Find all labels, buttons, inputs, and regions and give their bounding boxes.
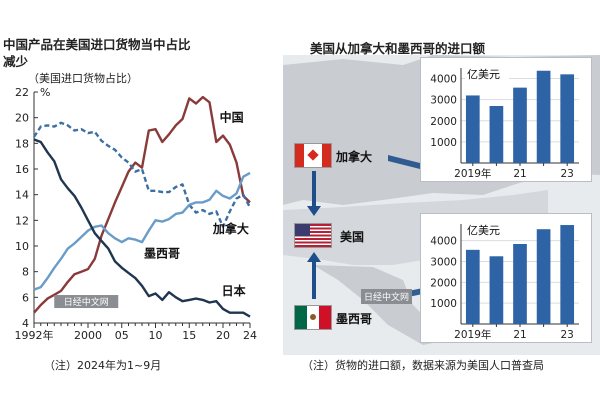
left-chart-subtitle: （美国进口货物占比）	[28, 72, 138, 85]
mexico-x-tick-label: 21	[513, 329, 526, 341]
left-chart-title-line1: 中国产品在美国进口货物当中占比	[3, 37, 191, 52]
mexico-y-tick-label: 4000	[430, 236, 457, 248]
canada-bar	[513, 87, 527, 163]
mexico-bar	[489, 256, 504, 324]
mexico-bar-chart-box: 1000 2000 3000 4000 2019年 21 23 亿美元	[420, 213, 592, 343]
series-label-japan: 日本	[222, 283, 246, 298]
canada-unit-label-bg	[465, 66, 509, 82]
canada-y-tick-label: 1000	[430, 137, 457, 149]
mexico-label: 墨西哥	[336, 312, 373, 326]
x-tick-label: 05	[115, 329, 129, 342]
right-chart-note: （注）货物的进口额，数据来源为美国人口普查局	[302, 359, 544, 372]
series-line-canada	[32, 121, 252, 228]
y-tick-label: 4	[22, 317, 29, 330]
mexico-y-tick-label: 1000	[430, 298, 457, 310]
x-tick-label: 15	[182, 329, 196, 342]
canada-bar-chart-box: 1000 2000 3000 4000 2019年 21 23 亿美元	[420, 57, 592, 182]
usa-flag	[294, 223, 332, 248]
mexico-bar	[536, 229, 551, 324]
mexico-bar	[560, 225, 575, 324]
y-tick-label: 6	[22, 291, 29, 304]
mexico-x-tick-label: 2019年	[454, 328, 491, 341]
y-tick-label: 10	[15, 240, 29, 253]
series-label-china: 中国	[220, 110, 244, 125]
y-tick-label: 16	[15, 163, 29, 176]
left-panel: 中国产品在美国进口货物当中占比 减少 （美国进口货物占比） 4 6 8 10 12 14 1…	[0, 0, 278, 400]
canada-x-tick-label: 21	[513, 168, 526, 180]
canada-bar	[465, 95, 480, 163]
left-chart-note: （注）2024年为1~9月	[44, 359, 162, 372]
right-chart-title: 美国从加拿大和墨西哥的进口额	[310, 41, 486, 56]
y-axis-unit-label: %	[40, 86, 50, 99]
series-line-china	[33, 95, 251, 314]
series-line-japan	[33, 138, 251, 318]
arrow-up-icon	[307, 252, 321, 262]
y-tick-label: 12	[15, 214, 29, 227]
right-panel: 美国从加拿大和墨西哥的进口额 加拿大 美国 墨西哥 日经中文网 1000 2000…	[283, 0, 600, 400]
watermark-background	[54, 295, 119, 309]
canada-unit-label: 亿美元	[467, 68, 500, 81]
series-label-canada: 加拿大	[212, 221, 249, 236]
series-label-mexico: 墨西哥	[144, 247, 180, 261]
canada-x-tick-label: 23	[561, 168, 574, 180]
canada-bar	[536, 70, 551, 163]
canada-label: 加拿大	[336, 150, 373, 164]
canada-import-bar-chart: 1000 2000 3000 4000 2019年 21 23 亿美元	[430, 66, 579, 180]
mexico-x-tick-label: 23	[561, 329, 574, 341]
y-tick-label: 14	[15, 189, 29, 202]
mexico-bar	[513, 244, 527, 324]
mexico-bar	[465, 249, 480, 324]
y-tick-label: 20	[15, 112, 29, 125]
mexico-unit-label-bg	[465, 222, 509, 238]
series-line-mexico	[33, 171, 251, 291]
usa-label: 美国	[340, 230, 365, 244]
canada-y-tick-label: 2000	[430, 116, 457, 128]
y-tick-label: 8	[22, 266, 29, 279]
watermark-logo: 日经中文网	[54, 295, 119, 309]
watermark-logo: 日经中文网	[361, 289, 413, 304]
mexico-flag	[294, 305, 332, 330]
arrow-down-icon	[307, 206, 321, 216]
x-tick-label: 24	[243, 329, 257, 342]
mexico-y-tick-label: 3000	[430, 257, 457, 269]
y-tick-label: 18	[15, 137, 29, 150]
x-tick-label: 2000	[74, 329, 102, 342]
left-chart-title-line2: 减少	[3, 54, 29, 69]
y-tick-label: 22	[15, 86, 29, 99]
canada-to-usa-arrow	[312, 171, 316, 208]
maple-leaf-icon	[307, 149, 319, 161]
mexico-y-tick-label: 2000	[430, 277, 457, 289]
map-landmass-mexico	[313, 265, 448, 345]
mexico-to-usa-arrow	[312, 261, 316, 299]
eagle-emblem-icon	[310, 314, 316, 320]
canada-bar	[560, 74, 575, 163]
watermark-text: 日经中文网	[64, 296, 109, 308]
x-tick-label: 20	[216, 329, 230, 342]
canada-y-tick-label: 4000	[430, 74, 457, 86]
canada-x-tick-label: 2019年	[454, 167, 491, 180]
canada-bar	[489, 106, 504, 163]
share-line-chart: 4 6 8 10 12 14 16 18 20 22 % 1992年 2000 05 10 15 20 24 中国加…	[15, 86, 258, 342]
mexico-unit-label: 亿美元	[467, 224, 500, 237]
x-tick-label: 1992年	[15, 328, 54, 342]
x-tick-label: 10	[149, 329, 163, 342]
canada-flag	[294, 143, 332, 168]
canada-y-tick-label: 3000	[430, 95, 457, 107]
mexico-import-bar-chart: 1000 2000 3000 4000 2019年 21 23 亿美元	[430, 222, 579, 341]
map-arrow-band-top	[388, 155, 428, 171]
